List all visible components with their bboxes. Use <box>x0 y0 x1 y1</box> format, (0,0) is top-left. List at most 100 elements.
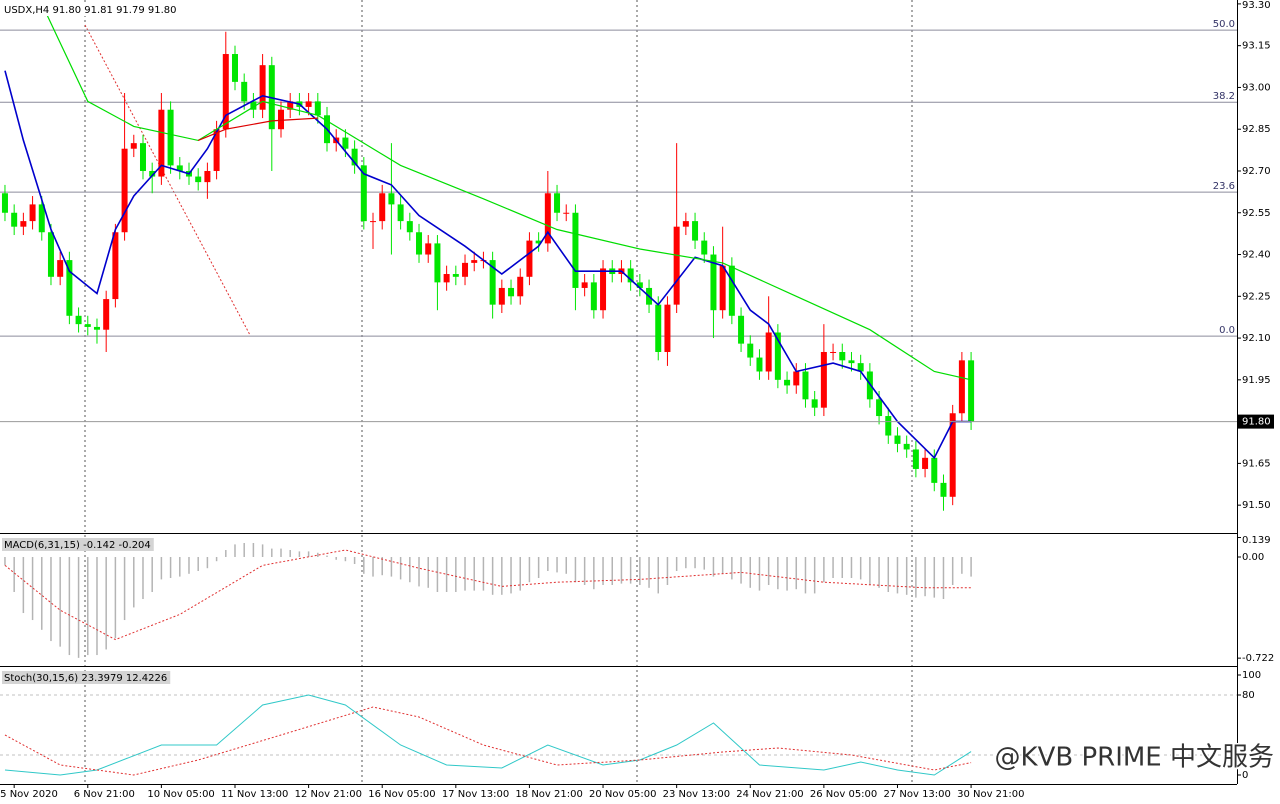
candle-body <box>692 221 699 241</box>
level-label: 50.0 <box>1213 19 1235 30</box>
y-tick-label: 92.10 <box>1242 333 1271 344</box>
candle-body <box>425 243 432 255</box>
candle-body <box>719 265 726 311</box>
level-label: 38.2 <box>1213 91 1235 102</box>
candle-body <box>508 287 515 297</box>
candle-body <box>866 371 873 400</box>
x-tick-label: 5 Nov 2020 <box>0 789 58 800</box>
candle-body <box>121 148 128 233</box>
candle-body <box>912 449 919 469</box>
y-tick-label: 92.55 <box>1242 208 1271 219</box>
x-tick-label: 26 Nov 05:00 <box>810 789 877 800</box>
candle-body <box>885 416 892 436</box>
level-label: 23.6 <box>1213 181 1235 192</box>
indicator-line <box>4 70 972 460</box>
y-tick-label: 91.50 <box>1242 500 1271 511</box>
x-tick-label: 18 Nov 21:00 <box>515 789 582 800</box>
indicator-line <box>197 117 318 141</box>
x-tick-label: 20 Nov 05:00 <box>589 789 656 800</box>
x-tick-label: 27 Nov 13:00 <box>883 789 950 800</box>
candle-body <box>655 304 662 352</box>
y-tick-label: -0.722 <box>1242 653 1274 664</box>
candle-body <box>167 109 174 166</box>
candle-body <box>857 363 864 372</box>
candle-body <box>406 221 413 233</box>
candle-body <box>103 299 110 330</box>
candle-body <box>84 324 91 327</box>
candle-body <box>379 193 386 222</box>
y-tick-label: 92.40 <box>1242 250 1271 261</box>
y-tick-label: 93.30 <box>1242 0 1271 11</box>
candle-body <box>756 357 763 372</box>
panel-title: USDX,H4 91.80 91.81 91.79 91.80 <box>4 5 177 16</box>
candle-body <box>968 360 975 422</box>
trend-line <box>84 24 251 336</box>
candle-body <box>434 243 441 283</box>
candle-body <box>554 193 561 213</box>
candle-body <box>894 435 901 444</box>
candle-body <box>765 332 772 372</box>
candle-body <box>498 287 505 305</box>
watermark: @KVB PRIME 中文服务 <box>995 743 1274 773</box>
x-tick-label: 17 Nov 13:00 <box>442 789 509 800</box>
candle-body <box>75 315 82 325</box>
candle-body <box>47 232 54 277</box>
candle-body <box>360 165 367 222</box>
candle-body <box>259 65 266 110</box>
level-label: 0.0 <box>1219 325 1235 336</box>
candle-body <box>600 268 607 311</box>
y-tick-label: 0 <box>1242 770 1248 781</box>
candle-body <box>682 221 689 227</box>
candle-body <box>278 109 285 130</box>
candle-body <box>388 193 395 205</box>
candle-body <box>563 212 570 214</box>
candle-body <box>139 143 146 171</box>
candle-body <box>314 101 321 116</box>
candle-body <box>747 343 754 358</box>
candle-body <box>544 193 551 244</box>
indicator-line <box>4 549 972 641</box>
candle-body <box>710 254 717 311</box>
candle-body <box>802 371 809 400</box>
candle-body <box>931 457 938 483</box>
candle-body <box>305 101 312 107</box>
y-tick-label: 93.15 <box>1242 41 1271 52</box>
candle-body <box>222 54 229 130</box>
y-tick-label: 92.25 <box>1242 291 1271 302</box>
candle-body <box>241 81 248 102</box>
candle-body <box>452 274 459 277</box>
x-tick-label: 16 Nov 05:00 <box>368 789 435 800</box>
candle-body <box>370 221 377 223</box>
y-tick-label: 80 <box>1242 690 1255 701</box>
candle-body <box>204 170 211 183</box>
candle-body <box>176 165 183 171</box>
candle-body <box>839 351 846 361</box>
candle-body <box>443 274 450 283</box>
candle-body <box>793 371 800 386</box>
candle-body <box>112 232 119 300</box>
candle-body <box>774 332 781 380</box>
candle-body <box>581 282 588 288</box>
candle-body <box>590 282 597 311</box>
candle-body <box>287 101 294 110</box>
candle-body <box>922 457 929 469</box>
candle-body <box>673 226 680 305</box>
candle-body <box>903 443 910 450</box>
candle-body <box>149 170 156 177</box>
x-tick-label: 11 Nov 13:00 <box>221 789 288 800</box>
candle-body <box>535 240 542 244</box>
candle-body <box>397 204 404 222</box>
y-tick-label: 92.70 <box>1242 166 1271 177</box>
x-tick-label: 10 Nov 05:00 <box>147 789 214 800</box>
x-tick-label: 23 Nov 13:00 <box>663 789 730 800</box>
y-tick-label: 0.139 <box>1242 535 1271 546</box>
candle-body <box>701 240 708 255</box>
candle-body <box>57 260 64 277</box>
title-background <box>2 3 180 16</box>
candle-body <box>29 204 36 222</box>
x-tick-label: 24 Nov 21:00 <box>736 789 803 800</box>
candle-body <box>848 360 855 364</box>
indicator-line <box>4 694 972 776</box>
candle-body <box>940 482 947 497</box>
